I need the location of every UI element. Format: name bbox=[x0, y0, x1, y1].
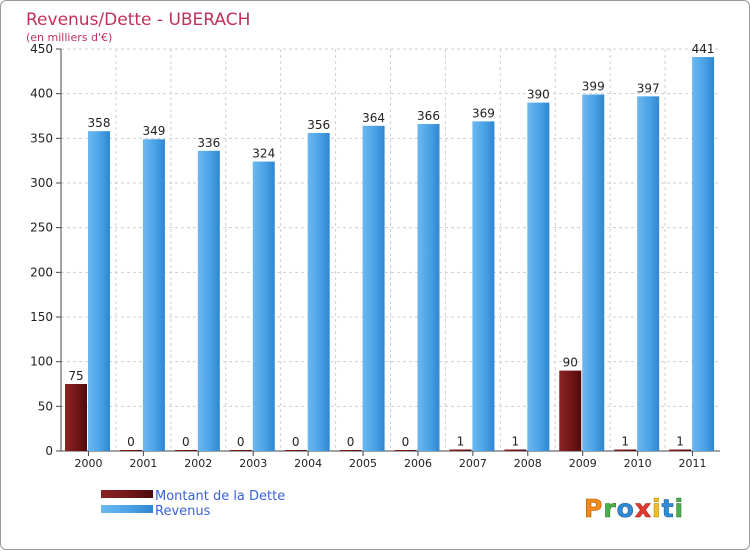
x-tick-label: 2006 bbox=[404, 457, 432, 470]
x-tick-label: 2003 bbox=[239, 457, 267, 470]
grid-layer bbox=[61, 48, 720, 451]
data-label-revenus-2008: 390 bbox=[527, 88, 550, 102]
x-tick-label: 2009 bbox=[569, 457, 597, 470]
y-tick-label: 450 bbox=[30, 42, 53, 56]
data-label-revenus-2004: 356 bbox=[307, 118, 330, 132]
data-label-dette-2002: 0 bbox=[182, 435, 190, 449]
data-label-revenus-2003: 324 bbox=[252, 147, 275, 161]
x-tick-label: 2010 bbox=[624, 457, 652, 470]
bar-revenus-2008 bbox=[527, 102, 550, 451]
x-tick-label: 2002 bbox=[184, 457, 212, 470]
y-tick-label: 400 bbox=[30, 87, 53, 101]
data-label-dette-2007: 1 bbox=[457, 435, 465, 449]
x-tick-label: 2000 bbox=[74, 457, 102, 470]
bar-revenus-2000 bbox=[88, 131, 110, 452]
x-tick-label: 2005 bbox=[349, 457, 377, 470]
bar-revenus-2011 bbox=[692, 57, 715, 451]
bars-layer bbox=[65, 57, 715, 452]
data-label-dette-2001: 0 bbox=[127, 435, 135, 449]
data-label-revenus-2010: 397 bbox=[637, 81, 660, 95]
bar-revenus-2002 bbox=[197, 150, 220, 451]
logo-text: Proxiti bbox=[584, 494, 684, 523]
chart-subtitle: (en milliers d'€) bbox=[26, 31, 112, 44]
data-label-dette-2003: 0 bbox=[237, 435, 245, 449]
x-tick-label: 2001 bbox=[129, 457, 157, 470]
x-tick-labels: 2000 2001 2002 2003 2004 2005 2006 2007 2008 2009… bbox=[74, 451, 707, 470]
legend: Montant de la Dette Revenus bbox=[101, 489, 285, 519]
bar-dette-2010 bbox=[614, 449, 637, 451]
data-label-revenus-2000: 358 bbox=[88, 116, 111, 130]
data-label-revenus-2009: 399 bbox=[582, 80, 605, 94]
y-tick-label: 150 bbox=[30, 310, 53, 324]
bar-dette-2003 bbox=[229, 450, 252, 451]
data-labels-layer: 75 358 0 349 0 336 0 324 0 356 0 364 0 366 1 369 1 390 90 3… bbox=[68, 42, 714, 449]
legend-label-revenus: Revenus bbox=[155, 504, 211, 519]
legend-swatch-dette bbox=[101, 490, 153, 498]
x-tick-label: 2011 bbox=[679, 457, 707, 470]
bar-dette-2004 bbox=[284, 450, 307, 451]
bar-dette-2009 bbox=[559, 370, 582, 451]
data-label-revenus-2006: 366 bbox=[417, 109, 440, 123]
y-tick-label: 200 bbox=[30, 265, 53, 279]
y-tick-label: 250 bbox=[30, 221, 53, 235]
data-label-revenus-2011: 441 bbox=[692, 42, 715, 56]
bar-dette-2002 bbox=[174, 450, 197, 451]
bar-revenus-2009 bbox=[582, 94, 605, 451]
data-label-dette-2006: 0 bbox=[402, 435, 410, 449]
chart-title: Revenus/Dette - UBERACH bbox=[26, 10, 250, 30]
data-label-dette-2009: 90 bbox=[563, 356, 578, 370]
bar-revenus-2010 bbox=[637, 96, 660, 451]
data-label-dette-2011: 1 bbox=[676, 435, 684, 449]
bar-dette-2007 bbox=[449, 449, 472, 451]
data-label-dette-2010: 1 bbox=[621, 435, 629, 449]
x-tick-label: 2007 bbox=[459, 457, 487, 470]
bar-revenus-2004 bbox=[307, 132, 330, 451]
y-tick-label: 50 bbox=[38, 399, 53, 413]
bar-dette-2011 bbox=[669, 449, 692, 451]
y-tick-label: 350 bbox=[30, 131, 53, 145]
bar-revenus-2007 bbox=[472, 121, 495, 452]
legend-swatch-revenus bbox=[101, 505, 153, 513]
data-label-dette-2008: 1 bbox=[512, 435, 520, 449]
bar-dette-2005 bbox=[339, 450, 362, 451]
data-label-revenus-2001: 349 bbox=[142, 124, 165, 138]
bar-revenus-2001 bbox=[142, 139, 165, 451]
data-label-dette-2005: 0 bbox=[347, 435, 355, 449]
y-tick-label: 300 bbox=[30, 176, 53, 190]
bar-dette-2006 bbox=[394, 450, 417, 451]
data-label-dette-2000: 75 bbox=[68, 369, 83, 383]
y-tick-label: 0 bbox=[45, 444, 53, 458]
bar-revenus-2005 bbox=[362, 125, 385, 452]
x-tick-label: 2008 bbox=[514, 457, 542, 470]
bar-revenus-2006 bbox=[417, 124, 440, 451]
bar-dette-2000 bbox=[65, 384, 87, 451]
legend-label-dette: Montant de la Dette bbox=[155, 489, 285, 504]
bar-dette-2008 bbox=[504, 449, 527, 451]
data-label-revenus-2002: 336 bbox=[197, 136, 220, 150]
proxiti-logo: Proxiti bbox=[584, 494, 684, 524]
data-label-dette-2004: 0 bbox=[292, 435, 300, 449]
bar-dette-2001 bbox=[119, 450, 142, 451]
y-tick-label: 100 bbox=[30, 355, 53, 369]
data-label-revenus-2005: 364 bbox=[362, 111, 385, 125]
x-tick-label: 2004 bbox=[294, 457, 322, 470]
bar-revenus-2003 bbox=[252, 161, 275, 451]
data-label-revenus-2007: 369 bbox=[472, 106, 495, 120]
